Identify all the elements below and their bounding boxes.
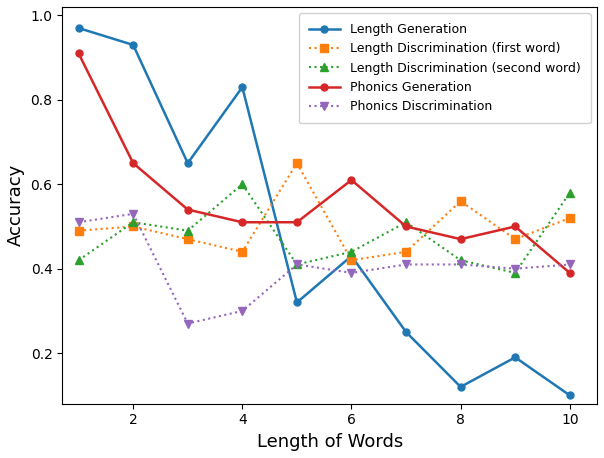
Length Discrimination (first word) <box>239 249 246 255</box>
Phonics Discrimination <box>512 266 519 272</box>
Length Discrimination (first word) <box>566 215 573 221</box>
Phonics Generation <box>184 207 191 213</box>
Phonics Discrimination <box>348 270 355 276</box>
Length Discrimination (first word) <box>75 228 82 234</box>
Phonics Discrimination <box>566 262 573 267</box>
Length Generation <box>184 160 191 166</box>
Length Discrimination (second word) <box>402 219 410 225</box>
Phonics Generation <box>402 224 410 229</box>
Length Discrimination (second word) <box>75 257 82 263</box>
Length Discrimination (second word) <box>294 262 301 267</box>
Length Generation <box>402 329 410 335</box>
Length Discrimination (first word) <box>348 257 355 263</box>
Length Discrimination (first word) <box>402 249 410 255</box>
Length Discrimination (first word) <box>184 236 191 242</box>
Phonics Generation <box>239 219 246 225</box>
Phonics Discrimination <box>294 262 301 267</box>
X-axis label: Length of Words: Length of Words <box>257 433 403 451</box>
Length Discrimination (first word) <box>294 160 301 166</box>
Length Discrimination (first word) <box>129 224 137 229</box>
Length Discrimination (first word) <box>457 198 464 204</box>
Phonics Generation <box>294 219 301 225</box>
Phonics Discrimination <box>75 219 82 225</box>
Phonics Discrimination <box>184 321 191 326</box>
Line: Phonics Discrimination: Phonics Discrimination <box>74 210 574 328</box>
Line: Length Discrimination (first word): Length Discrimination (first word) <box>74 159 574 264</box>
Y-axis label: Accuracy: Accuracy <box>7 164 25 246</box>
Phonics Discrimination <box>239 308 246 314</box>
Phonics Generation <box>457 236 464 242</box>
Length Discrimination (second word) <box>457 257 464 263</box>
Phonics Discrimination <box>402 262 410 267</box>
Length Discrimination (first word) <box>512 236 519 242</box>
Phonics Discrimination <box>129 211 137 217</box>
Phonics Generation <box>512 224 519 229</box>
Length Generation <box>294 300 301 305</box>
Line: Length Discrimination (second word): Length Discrimination (second word) <box>74 180 574 277</box>
Line: Phonics Generation: Phonics Generation <box>75 50 573 276</box>
Length Generation <box>566 393 573 398</box>
Length Generation <box>75 25 82 31</box>
Length Discrimination (second word) <box>566 190 573 196</box>
Length Generation <box>512 354 519 360</box>
Length Discrimination (second word) <box>129 219 137 225</box>
Phonics Generation <box>566 270 573 276</box>
Legend: Length Generation, Length Discrimination (first word), Length Discrimination (se: Length Generation, Length Discrimination… <box>299 13 591 123</box>
Length Discrimination (second word) <box>184 228 191 234</box>
Length Discrimination (second word) <box>239 181 246 187</box>
Line: Length Generation: Length Generation <box>75 25 573 399</box>
Phonics Generation <box>75 51 82 56</box>
Length Generation <box>348 253 355 259</box>
Length Discrimination (second word) <box>512 270 519 276</box>
Phonics Generation <box>129 160 137 166</box>
Length Discrimination (second word) <box>348 249 355 255</box>
Length Generation <box>239 84 246 90</box>
Phonics Generation <box>348 177 355 183</box>
Length Generation <box>457 384 464 390</box>
Phonics Discrimination <box>457 262 464 267</box>
Length Generation <box>129 42 137 48</box>
